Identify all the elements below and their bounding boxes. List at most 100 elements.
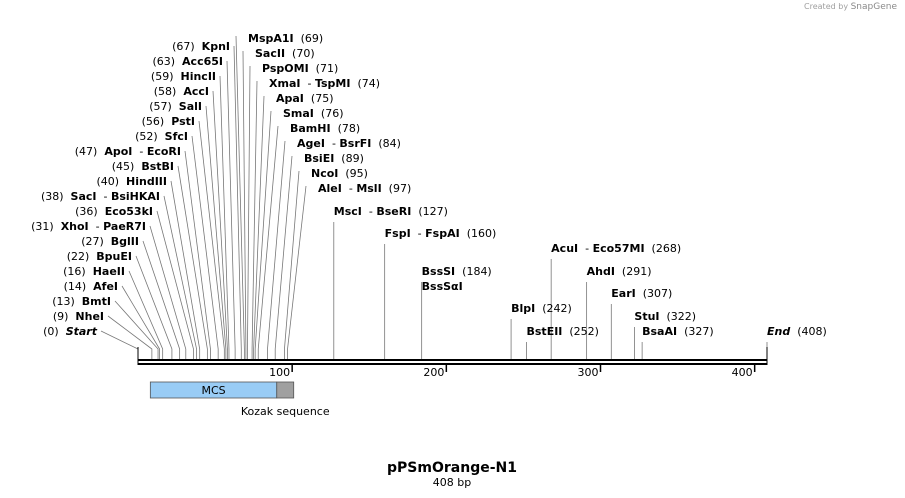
site-position: (76) <box>314 107 344 120</box>
site-bsiei[interactable]: BsiEI (89) <box>304 152 364 165</box>
site-sali[interactable]: (57) SalI <box>149 100 202 113</box>
site-labels: (0) Start (9) NheI (13) BmtI (14) AfeI (16) … <box>31 32 827 338</box>
enzyme-name: BlpI <box>511 302 535 315</box>
site-position: - <box>96 190 110 203</box>
site-ahdi[interactable]: AhdI (291) <box>587 265 652 278</box>
site-psti[interactable]: (56) PstI <box>142 115 195 128</box>
site-label: (0) Start <box>43 325 98 338</box>
feature-label-mcs: MCS <box>201 384 225 397</box>
site-position: (75) <box>304 92 334 105</box>
site-label: (40) HindIII <box>96 175 167 188</box>
site-ncoi[interactable]: NcoI (95) <box>311 167 368 180</box>
site-haeii[interactable]: (16) HaeII <box>63 265 125 278</box>
enzyme-name: AcuI <box>551 242 578 255</box>
site-bpuei[interactable]: (22) BpuEI <box>67 250 132 263</box>
ruler-tick-label: 100 <box>269 366 290 379</box>
site-label-extra: BssSαI <box>422 280 463 293</box>
enzyme-name: PspOMI <box>262 62 309 75</box>
leader-line <box>212 90 228 360</box>
site-apoi[interactable]: (47) ApoI - EcoRI <box>75 145 181 158</box>
site-smai[interactable]: SmaI (76) <box>283 107 343 120</box>
site-fspi[interactable]: FspI - FspAI (160) <box>385 227 497 240</box>
ruler-tick-label: 400 <box>732 366 753 379</box>
enzyme-name: ApoI <box>104 145 132 158</box>
site-bsssi[interactable]: BssSI (184) <box>422 265 492 278</box>
site-hindiii[interactable]: (40) HindIII <box>96 175 167 188</box>
site-alei[interactable]: AleI - MslI (97) <box>318 182 411 195</box>
site-position: (70) <box>285 47 315 60</box>
enzyme-name: SfcI <box>165 130 188 143</box>
ruler: 100 200 300 400 <box>269 365 756 379</box>
site-xmai[interactable]: XmaI - TspMI (74) <box>269 77 380 90</box>
site-bglii[interactable]: (27) BglII <box>81 235 139 248</box>
map-title: pPSmOrange-N1 <box>387 460 517 476</box>
site-position: (31) <box>31 220 61 233</box>
leader-line <box>251 80 258 360</box>
enzyme-name: MslI <box>356 182 381 195</box>
site-position: (97) <box>382 182 412 195</box>
site-acci[interactable]: (58) AccI <box>154 85 209 98</box>
site-end[interactable]: End (408) <box>767 325 827 338</box>
leader-line <box>142 240 181 360</box>
site-kpni[interactable]: (67) KpnI <box>172 40 230 53</box>
site-label: BsaAI (327) <box>642 325 714 338</box>
site-label: BstEII (252) <box>527 325 599 338</box>
enzyme-name: KpnI <box>202 40 230 53</box>
map-subtitle: 408 bp <box>433 476 471 489</box>
site-label: AleI - MslI (97) <box>318 182 411 195</box>
site-hincii[interactable]: (59) HincII <box>151 70 216 83</box>
site-xhoi[interactable]: (31) XhoI - PaeR7I <box>31 220 146 233</box>
site-label: NcoI (95) <box>311 167 368 180</box>
site-nhei[interactable]: (9) NheI <box>53 310 104 323</box>
leader-line <box>121 285 160 360</box>
site-saci[interactable]: (38) SacI - BsiHKAI <box>41 190 160 203</box>
enzyme-name: BsaAI <box>642 325 677 338</box>
site-label: (56) PstI <box>142 115 195 128</box>
site-stui[interactable]: StuI (322) <box>634 310 696 323</box>
site-afei[interactable]: (14) AfeI <box>64 280 118 293</box>
site-position: - <box>325 137 339 150</box>
site-bstbi[interactable]: (45) BstBI <box>112 160 174 173</box>
enzyme-name: SacII <box>255 47 285 60</box>
site-mspa1i[interactable]: MspA1I (69) <box>248 32 323 45</box>
site-position: (184) <box>455 265 492 278</box>
enzyme-name: EcoRI <box>147 145 181 158</box>
site-position: (58) <box>154 85 184 98</box>
site-label: MspA1I (69) <box>248 32 323 45</box>
enzyme-name: FspAI <box>425 227 460 240</box>
site-sacii[interactable]: SacII (70) <box>255 47 315 60</box>
site-bsteii[interactable]: BstEII (252) <box>527 325 599 338</box>
site-eco53ki[interactable]: (36) Eco53kI <box>75 205 153 218</box>
site-label: SacII (70) <box>255 47 315 60</box>
site-apai[interactable]: ApaI (75) <box>276 92 333 105</box>
site-acui[interactable]: AcuI - Eco57MI (268) <box>551 242 681 255</box>
site-position: - <box>300 77 314 90</box>
site-msci[interactable]: MscI - BseRI (127) <box>334 205 448 218</box>
site-sfci[interactable]: (52) SfcI <box>135 130 188 143</box>
site-label: MscI - BseRI (127) <box>334 205 448 218</box>
site-bmti[interactable]: (13) BmtI <box>52 295 111 308</box>
site-position: (57) <box>149 100 179 113</box>
site-agei[interactable]: AgeI - BsrFI (84) <box>297 137 401 150</box>
leader-lines <box>100 35 768 360</box>
feature-label-kozak-sequence: Kozak sequence <box>241 405 330 418</box>
site-acc65i[interactable]: (63) Acc65I <box>152 55 223 68</box>
leader-line <box>191 135 219 360</box>
enzyme-name: Eco53kI <box>105 205 153 218</box>
leader-line <box>149 225 187 360</box>
enzyme-name: End <box>767 325 790 338</box>
site-label: (58) AccI <box>154 85 209 98</box>
site-blpi[interactable]: BlpI (242) <box>511 302 572 315</box>
site-position: (13) <box>52 295 82 308</box>
enzyme-name: EarI <box>611 287 635 300</box>
site-start[interactable]: (0) Start <box>43 325 98 338</box>
site-bamhi[interactable]: BamHI (78) <box>290 122 360 135</box>
site-bsaai[interactable]: BsaAI (327) <box>642 325 714 338</box>
site-label: (52) SfcI <box>135 130 188 143</box>
site-pspomi[interactable]: PspOMI (71) <box>262 62 338 75</box>
feature-kozak-sequence[interactable] <box>276 381 295 399</box>
enzyme-name: SacI <box>71 190 97 203</box>
site-position: (9) <box>53 310 76 323</box>
site-position: (307) <box>636 287 673 300</box>
site-eari[interactable]: EarI (307) <box>611 287 672 300</box>
